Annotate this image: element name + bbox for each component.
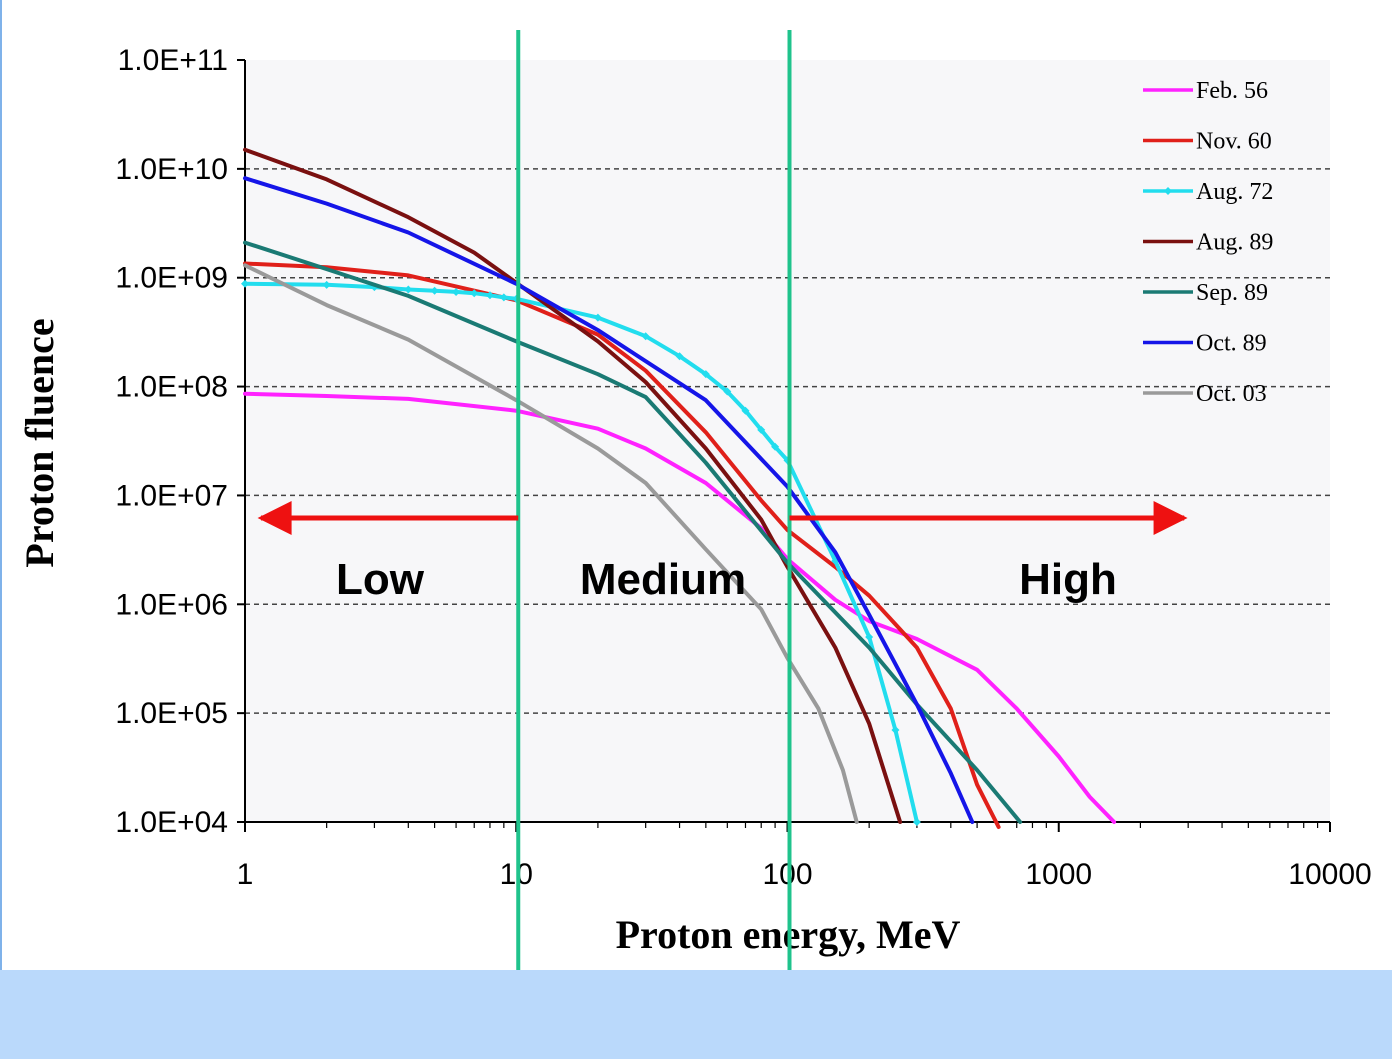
- left-edge-strip: [0, 0, 2, 970]
- y-tick-label: 1.0E+06: [115, 588, 228, 621]
- legend-label: Oct. 89: [1196, 331, 1267, 357]
- series-point: [485, 291, 494, 300]
- series-aug-89: [243, 147, 903, 824]
- legend-item: Feb. 56: [1143, 78, 1268, 104]
- region-label-low: Low: [336, 555, 425, 604]
- y-axis-title: Proton fluence: [17, 318, 62, 567]
- legend-label: Aug. 89: [1196, 230, 1273, 256]
- region-annotations: Low Medium High: [257, 30, 1188, 970]
- series-point: [593, 313, 602, 322]
- legend-marker: [1164, 187, 1172, 195]
- x-tick-label: 1: [237, 858, 254, 891]
- series-oct-03: [243, 263, 859, 824]
- series-point: [641, 332, 650, 341]
- proton-fluence-chart: 1.0E+04 1.0E+05 1.0E+06 1.0E+07 1.0E+08 1.0E+…: [17, 30, 1372, 970]
- series-point: [723, 387, 732, 396]
- series-point: [430, 286, 439, 295]
- legend-item: Oct. 03: [1143, 381, 1267, 407]
- series-point: [891, 726, 900, 735]
- x-tick-label: 10000: [1288, 858, 1371, 891]
- region-label-high: High: [1019, 555, 1117, 604]
- legend: Feb. 56 Nov. 60 Aug. 72 Aug. 89 Sep. 89 Oct. …: [1143, 78, 1273, 407]
- region-label-medium: Medium: [580, 555, 746, 604]
- series-line: [243, 147, 903, 824]
- series-point: [470, 289, 479, 298]
- series-point: [452, 287, 461, 296]
- series-line: [243, 240, 1023, 824]
- y-tick-label: 1.0E+07: [115, 479, 228, 512]
- series-line: [243, 263, 859, 824]
- series-point: [757, 425, 766, 434]
- series-line: [243, 261, 1001, 829]
- legend-label: Nov. 60: [1196, 129, 1272, 155]
- y-tick-label: 1.0E+10: [115, 153, 228, 186]
- series-aug-72: [241, 279, 921, 826]
- x-tick-label: 1000: [1025, 858, 1092, 891]
- series-point: [675, 352, 684, 361]
- series-point: [241, 279, 249, 288]
- series-point: [322, 280, 331, 289]
- series-point: [404, 285, 413, 294]
- bottom-band: [0, 970, 1392, 1059]
- series-point: [771, 442, 780, 451]
- series-point: [865, 633, 874, 642]
- legend-item: Aug. 89: [1143, 230, 1273, 256]
- series-point: [912, 818, 921, 826]
- series-oct-89: [243, 176, 975, 824]
- legend-item: Nov. 60: [1143, 129, 1272, 155]
- series-line: [243, 176, 975, 824]
- legend-item: Aug. 72: [1143, 179, 1273, 205]
- y-tick-label: 1.0E+11: [118, 44, 228, 77]
- series-sep-89: [243, 240, 1023, 824]
- y-tick-label: 1.0E+08: [115, 371, 228, 404]
- series-nov-60: [243, 261, 1001, 829]
- y-tick-label: 1.0E+05: [115, 697, 228, 730]
- legend-item: Sep. 89: [1143, 280, 1268, 306]
- y-tick-label: 1.0E+04: [115, 806, 228, 839]
- legend-label: Sep. 89: [1196, 280, 1268, 306]
- legend-label: Aug. 72: [1196, 179, 1273, 205]
- legend-item: Oct. 89: [1143, 331, 1267, 357]
- series-point: [701, 370, 710, 379]
- legend-label: Feb. 56: [1196, 78, 1268, 104]
- legend-label: Oct. 03: [1196, 381, 1267, 407]
- y-tick-label: 1.0E+09: [115, 262, 228, 295]
- series-point: [499, 293, 508, 302]
- series-point: [741, 406, 750, 415]
